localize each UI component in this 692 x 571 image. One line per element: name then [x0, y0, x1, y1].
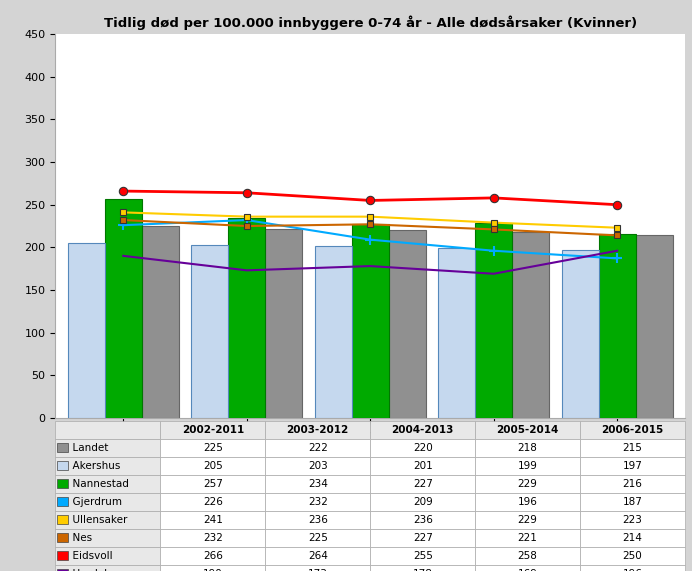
- Bar: [562, 250, 599, 418]
- Bar: [142, 226, 179, 418]
- Bar: [191, 245, 228, 418]
- Bar: [389, 230, 426, 418]
- Bar: [104, 199, 142, 418]
- Bar: [315, 247, 352, 418]
- Bar: [636, 235, 673, 418]
- Title: Tidlig død per 100.000 innbyggere 0-74 år - Alle dødsårsaker (Kvinner): Tidlig død per 100.000 innbyggere 0-74 å…: [104, 16, 637, 30]
- Bar: [68, 243, 104, 418]
- Bar: [438, 248, 475, 418]
- Bar: [352, 224, 389, 418]
- Bar: [512, 232, 549, 418]
- Bar: [599, 234, 636, 418]
- Bar: [228, 218, 265, 418]
- Bar: [475, 223, 512, 418]
- Bar: [265, 228, 302, 418]
